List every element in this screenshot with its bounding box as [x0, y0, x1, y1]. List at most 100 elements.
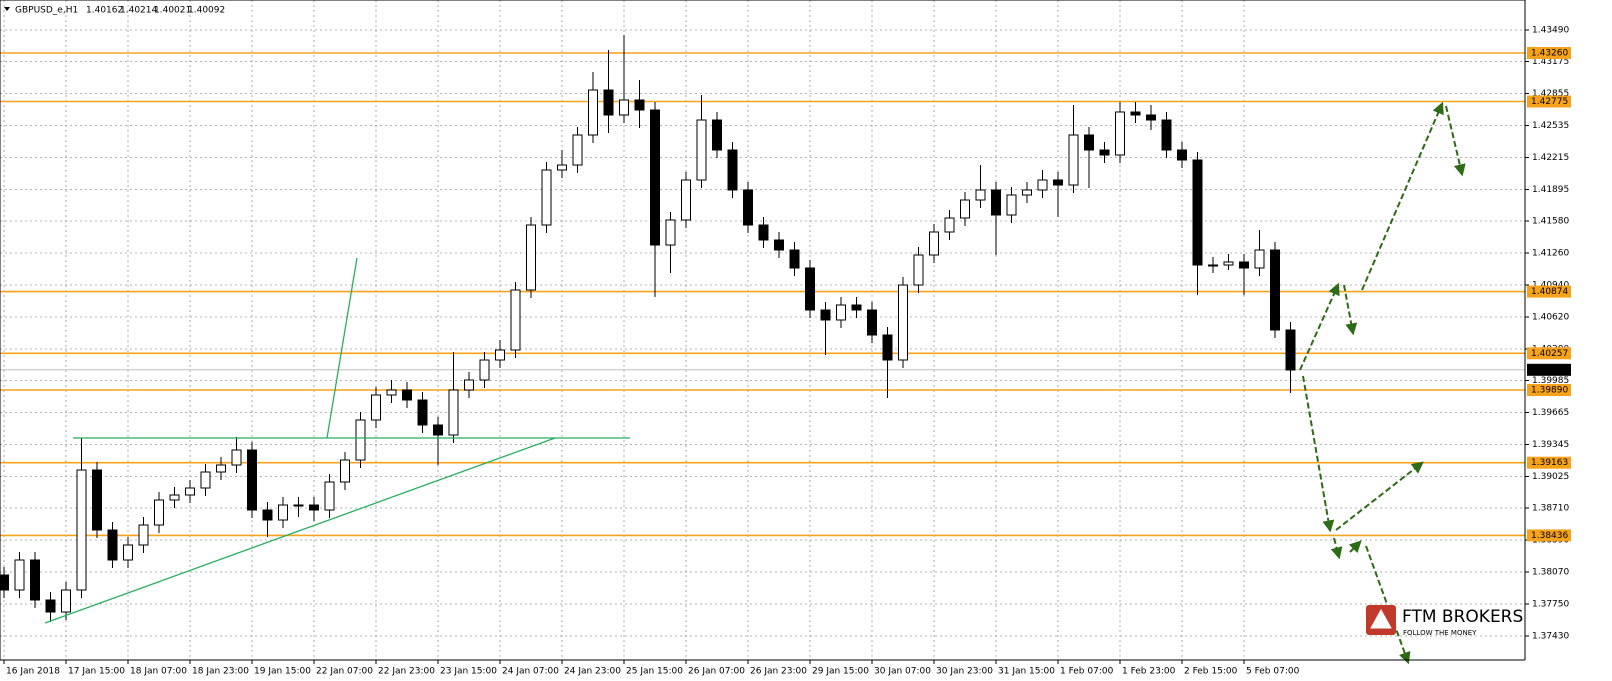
forecast-arrow: [1335, 461, 1424, 531]
level-label: 1.43260: [1531, 49, 1568, 59]
quote-high: 1.40214: [120, 6, 157, 16]
level-label: 1.40874: [1531, 287, 1568, 297]
candle-body: [758, 224, 769, 241]
symbol: GBPUSD_e,H1: [15, 6, 78, 16]
candle-body: [727, 149, 738, 191]
candle-body: [1115, 111, 1125, 156]
candle-body: [619, 99, 629, 116]
candle-body: [1239, 261, 1249, 269]
x-tick-label: 18 Jan 07:00: [130, 667, 187, 677]
level-label: 1.39890: [1531, 386, 1568, 396]
x-tick-label: 30 Jan 07:00: [874, 667, 931, 677]
x-tick-label: 19 Jan 15:00: [254, 667, 311, 677]
x-tick-label: 1 Feb 07:00: [1060, 667, 1114, 677]
candle-body: [867, 309, 877, 336]
candle-body: [185, 487, 195, 496]
candle-body: [1037, 179, 1048, 191]
candle-body: [417, 399, 428, 426]
candle-body: [107, 529, 118, 561]
level-label: 1.40257: [1531, 349, 1568, 359]
x-tick-label: 26 Jan 23:00: [750, 667, 807, 677]
level-tag: [1527, 285, 1571, 298]
candle-body: [355, 419, 366, 461]
candles: [0, 35, 1296, 622]
candle-body: [340, 459, 350, 483]
candle-body: [386, 389, 397, 396]
brand-name: FTM BROKERS: [1402, 607, 1523, 627]
candle-body: [712, 119, 722, 151]
candle-body: [76, 469, 87, 591]
candle-body: [1006, 194, 1017, 216]
y-tick-label: 1.38710: [1532, 504, 1569, 514]
x-tick-label: 17 Jan 15:00: [68, 667, 125, 677]
x-tick-label: 25 Jan 15:00: [626, 667, 683, 677]
y-tick-label: 1.37750: [1532, 600, 1569, 610]
candle-body: [1285, 329, 1296, 371]
candle-body: [464, 379, 474, 391]
candle-body: [1053, 179, 1063, 186]
trend-line: [44, 437, 556, 624]
x-tick-label: 5 Feb 07:00: [1246, 667, 1300, 677]
y-tick-label: 1.43490: [1532, 26, 1569, 36]
y-tick-label: 1.42855: [1532, 89, 1569, 99]
trend-line: [326, 257, 358, 439]
candle-body: [448, 389, 459, 436]
candle-body: [1068, 134, 1079, 186]
forecast-arrow: [1343, 284, 1358, 336]
x-tick-label: 24 Jan 07:00: [502, 667, 559, 677]
y-tick-label: 1.39985: [1532, 376, 1569, 386]
forecast-arrow: [1330, 537, 1343, 560]
candle-body: [774, 239, 784, 251]
x-tick-label: 24 Jan 23:00: [564, 667, 621, 677]
brand-tagline: FOLLOW THE MONEY: [1403, 629, 1477, 637]
candle-body: [975, 189, 986, 201]
candle-body: [495, 349, 505, 361]
level-tag: [1527, 95, 1571, 108]
candle-body: [402, 389, 412, 401]
candle-body: [371, 394, 381, 421]
x-tick-label: 22 Jan 23:00: [378, 667, 435, 677]
candle-body: [789, 249, 800, 269]
candle-body: [1130, 111, 1141, 116]
y-tick-label: 1.39345: [1532, 440, 1569, 450]
candle-body: [882, 334, 893, 361]
quote-close: 1.40092: [188, 6, 225, 16]
candle-body: [479, 359, 490, 381]
level-tag: [1527, 456, 1571, 469]
quote-open: 1.40162: [86, 6, 123, 16]
y-tick-label: 1.40940: [1532, 281, 1569, 291]
candle-body: [1022, 189, 1032, 196]
y-tick-label: 1.40620: [1532, 313, 1569, 323]
candle-body: [278, 504, 288, 521]
forecast-arrow: [1299, 282, 1340, 371]
candle-body: [820, 309, 831, 321]
x-tick-label: 2 Feb 15:00: [1184, 667, 1238, 677]
candle-body: [324, 481, 335, 511]
level-tag: [1527, 384, 1571, 396]
candle-body: [526, 224, 536, 291]
y-tick-label: 1.42535: [1532, 121, 1569, 131]
y-tick-label: 1.39025: [1532, 472, 1569, 482]
candle-body: [650, 109, 660, 246]
candle-body: [123, 544, 133, 561]
candle-body: [30, 559, 40, 601]
level-tag: [1527, 347, 1571, 360]
candle-body: [1177, 149, 1187, 161]
candle-body: [1192, 159, 1203, 266]
x-tick-label: 22 Jan 07:00: [316, 667, 373, 677]
candle-body: [913, 254, 924, 286]
level-tag: [1527, 529, 1571, 542]
y-tick-label: 1.38070: [1532, 568, 1569, 578]
x-tick-label: 26 Jan 07:00: [688, 667, 745, 677]
current-price-label: 1.40092: [1531, 365, 1568, 375]
candle-body: [433, 424, 443, 436]
level-label: 1.39163: [1531, 458, 1568, 468]
forecast-arrow: [1365, 545, 1411, 665]
candle-body: [216, 464, 226, 473]
candle-body: [1254, 249, 1265, 269]
y-tick-label: 1.39665: [1532, 408, 1569, 418]
y-tick-label: 1.41580: [1532, 217, 1569, 227]
candle-body: [557, 164, 567, 171]
candle-body: [309, 504, 319, 511]
